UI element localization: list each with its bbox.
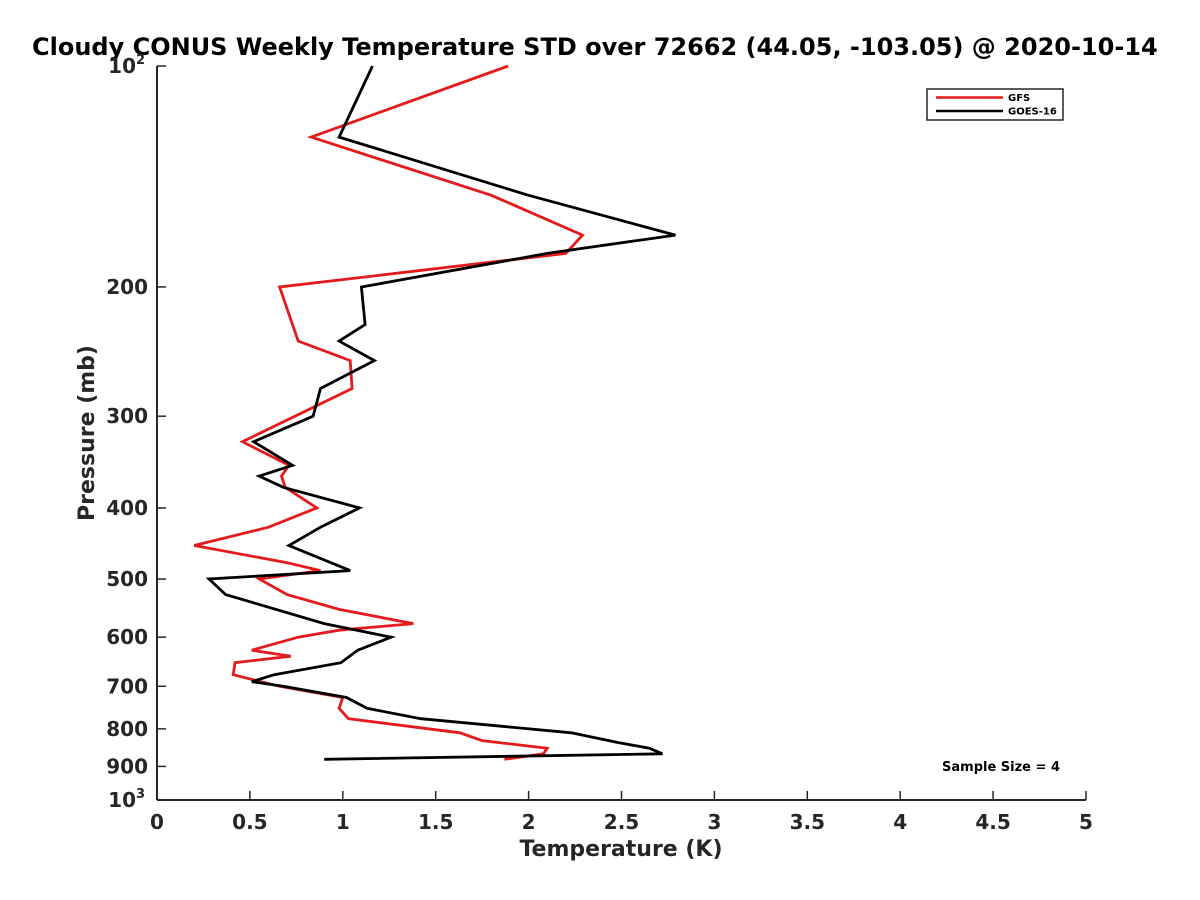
- series-layer: [193, 64, 676, 761]
- legend-box: [926, 88, 1064, 121]
- x-tick-label: 3.5: [790, 810, 825, 834]
- x-tick-label: 5: [1079, 810, 1093, 834]
- y-tick-exponent: 2: [136, 53, 145, 68]
- y-tick-label: 10: [108, 788, 136, 812]
- chart-title: Cloudy CONUS Weekly Temperature STD over…: [32, 33, 1158, 61]
- x-tick-label: 1: [336, 810, 350, 834]
- y-tick-label: 700: [106, 674, 148, 698]
- x-tick-label: 0.5: [232, 810, 267, 834]
- y-axis-label: Pressure (mb): [75, 345, 100, 521]
- x-tick-label: 2.5: [604, 810, 639, 834]
- series-line-gfs: [193, 64, 585, 761]
- y-tick-label: 500: [106, 567, 148, 591]
- y-tick-label: 800: [106, 717, 148, 741]
- y-tick-label: 600: [106, 625, 148, 649]
- series-line-goes-16: [205, 65, 676, 761]
- y-tick-label: 300: [106, 404, 148, 428]
- legend-label-goes-16: GOES-16: [1008, 107, 1057, 118]
- x-tick-label: 3: [707, 810, 721, 834]
- legend-label-gfs: GFS: [1008, 93, 1030, 104]
- legend: GFS GOES-16: [926, 88, 1064, 121]
- y-tick-label: 400: [106, 496, 148, 520]
- y-tick-label: 900: [106, 754, 148, 778]
- sample-size-annotation: Sample Size = 4: [942, 760, 1060, 775]
- x-tick-label: 1.5: [418, 810, 453, 834]
- y-tick-label: 10: [108, 54, 136, 78]
- y-tick-label: 200: [106, 275, 148, 299]
- x-tick-label: 0: [150, 810, 164, 834]
- plot-area: 0 0.5 1 1.5 2 2.5 3 3.5 4 4.5 5 10 2200300400500600…: [106, 53, 1093, 834]
- x-ticks: 0 0.5 1 1.5 2 2.5 3 3.5 4 4.5 5: [150, 791, 1093, 834]
- y-tick-exponent: 3: [136, 787, 145, 802]
- x-axis-label: Temperature (K): [519, 837, 722, 862]
- x-tick-label: 4.5: [975, 810, 1010, 834]
- plot-background: [157, 66, 1086, 800]
- x-tick-label: 2: [522, 810, 536, 834]
- x-tick-label: 4: [893, 810, 907, 834]
